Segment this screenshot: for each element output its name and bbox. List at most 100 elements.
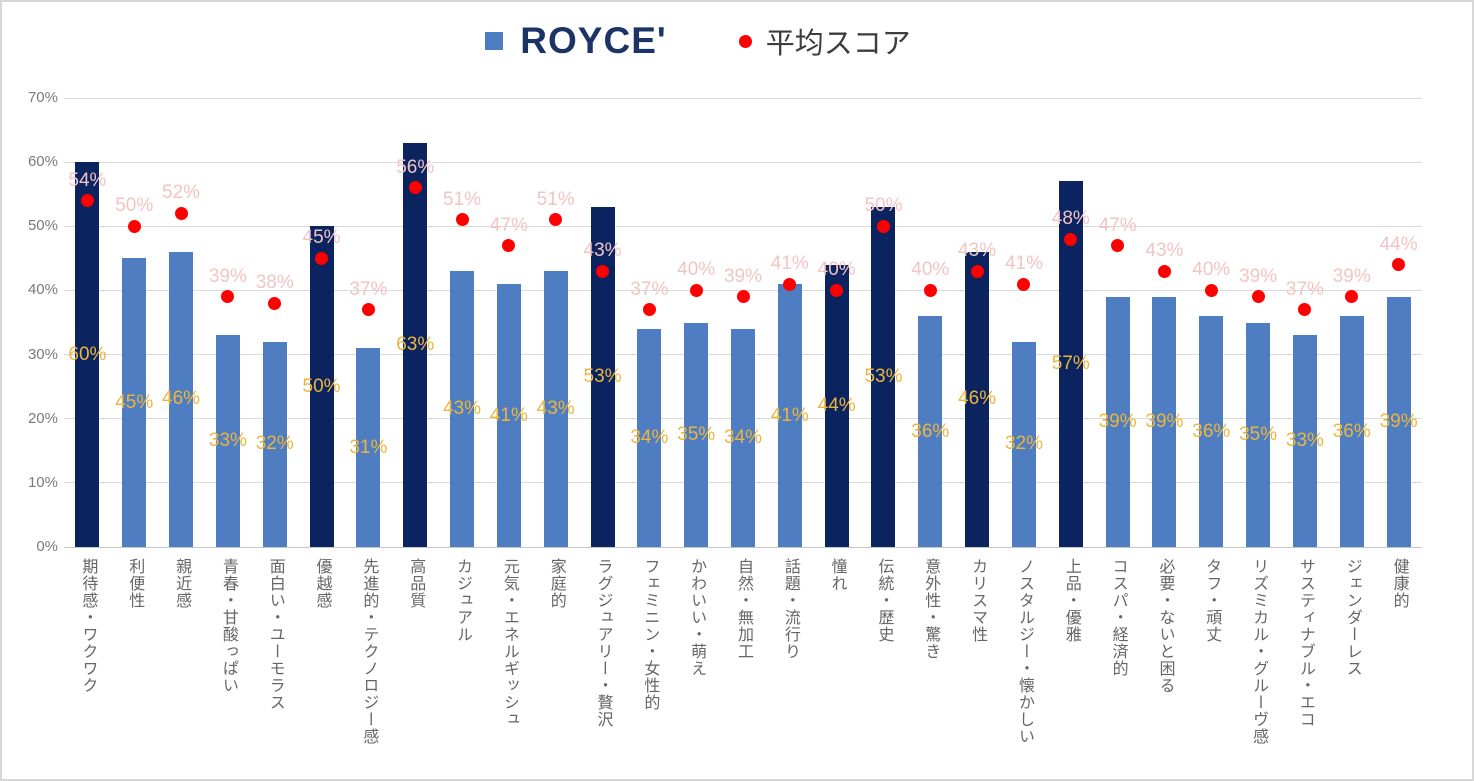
bar-value-label: 32% — [255, 433, 294, 455]
bar — [777, 284, 802, 547]
average-value-label: 40% — [1192, 259, 1231, 281]
bar-value-label: 33% — [1285, 430, 1324, 452]
average-score-dot — [830, 283, 844, 297]
bar — [1246, 322, 1271, 547]
category-label: 優越感 — [313, 558, 331, 609]
category-label: 話題・流行り — [781, 558, 799, 660]
bar — [1386, 296, 1411, 547]
average-value-label: 43% — [1145, 240, 1184, 262]
bar — [731, 328, 755, 547]
y-axis-label: 40% — [27, 281, 58, 299]
average-value-label: 41% — [1004, 253, 1043, 274]
bar-value-label: 53% — [864, 366, 903, 388]
bar-value-label: 39% — [1145, 410, 1184, 432]
average-value-label: 37% — [630, 278, 669, 300]
average-value-label: 51% — [536, 188, 575, 210]
average-score-dot — [970, 264, 984, 278]
average-value-label: 39% — [1239, 265, 1278, 287]
category-label: ノスタルジー・懐かしい — [1015, 558, 1033, 745]
average-value-label: 39% — [723, 265, 763, 287]
average-value-label: 39% — [208, 265, 247, 287]
category-label: 健康的 — [1390, 558, 1408, 609]
average-score-label: 平均スコア — [765, 28, 911, 60]
y-axis-label: 30% — [27, 345, 58, 363]
bar-value-label: 36% — [1332, 420, 1371, 442]
bar — [1152, 296, 1177, 547]
category-label: ラグジュアリー・贅沢 — [594, 558, 612, 728]
average-value-label: 54% — [68, 169, 107, 191]
average-score-dot — [596, 264, 610, 278]
average-value-label: 40% — [677, 259, 716, 281]
bar — [356, 348, 381, 547]
gridline — [64, 161, 1422, 163]
category-label: 面白い・ユーモラス — [266, 558, 284, 711]
bar — [450, 271, 475, 547]
y-axis-label: 70% — [27, 89, 58, 106]
bar — [496, 284, 521, 547]
legend-item-royce: ROYCE' — [485, 20, 666, 62]
category-label: かわいい・萌え — [688, 558, 706, 677]
average-value-label: 52% — [162, 182, 201, 204]
average-value-label: 45% — [302, 227, 341, 249]
gridline — [64, 546, 1422, 548]
bar-value-label: 31% — [349, 436, 388, 458]
bar — [1105, 296, 1130, 547]
y-axis-label: 50% — [27, 217, 58, 235]
average-score-dot — [1157, 264, 1171, 278]
legend-item-average-score: 平均スコア — [738, 20, 911, 62]
average-score-dot-icon — [738, 34, 752, 48]
bar — [1292, 335, 1317, 547]
average-score-dot — [80, 194, 94, 208]
category-label: フェミニン・女性的 — [641, 558, 659, 711]
average-value-label: 48% — [1051, 208, 1090, 230]
average-score-dot — [127, 219, 141, 233]
average-value-label: 39% — [1332, 265, 1371, 287]
y-axis-label: 20% — [27, 409, 58, 427]
category-label: 必要・ないと困る — [1156, 558, 1174, 694]
average-value-label: 37% — [1285, 278, 1324, 300]
average-score-dot — [408, 181, 422, 195]
gridline — [64, 97, 1422, 99]
category-label: 自然・無加工 — [735, 558, 752, 660]
category-label: 親近感 — [173, 558, 191, 609]
average-value-label: 47% — [1098, 214, 1137, 236]
average-score-dot — [361, 303, 375, 317]
bar-value-label: 39% — [1098, 410, 1137, 432]
bar-value-label: 43% — [443, 398, 482, 420]
bar-value-label: 60% — [68, 343, 107, 365]
average-score-dot — [268, 296, 282, 310]
average-score-dot — [1204, 283, 1218, 297]
bar — [1339, 316, 1364, 547]
bar-value-label: 35% — [1239, 423, 1278, 445]
average-score-dot — [1111, 239, 1125, 253]
chart-legend: ROYCE' 平均スコア — [2, 20, 1394, 62]
average-score-dot — [1251, 290, 1265, 304]
category-label: 青春・甘酸っぱい — [219, 558, 237, 694]
average-value-label: 41% — [770, 253, 809, 274]
y-axis-label: 60% — [27, 153, 58, 171]
bar-value-label: 46% — [958, 388, 997, 410]
bar — [1199, 316, 1224, 547]
category-label: ジェンダーレス — [1343, 558, 1361, 677]
bar-value-label: 53% — [583, 366, 622, 388]
average-score-dot — [1298, 303, 1312, 317]
category-label: 先進的・テクノロジー感 — [360, 558, 378, 745]
category-label: リズミカル・グルーヴ感 — [1250, 558, 1268, 745]
average-value-label: 37% — [349, 278, 388, 300]
bar-value-label: 57% — [1051, 353, 1090, 375]
average-score-dot — [1392, 258, 1406, 272]
category-label: 利便性 — [126, 558, 144, 609]
category-label: 意外性・驚き — [922, 558, 940, 660]
category-label: 期待感・ワクワク — [79, 558, 97, 694]
bar — [918, 316, 943, 547]
bar-value-label: 36% — [911, 420, 950, 442]
bar-value-label: 41% — [770, 404, 809, 426]
average-score-dot — [549, 213, 563, 227]
average-score-dot — [1345, 290, 1359, 304]
bar-value-label: 34% — [630, 426, 669, 448]
average-value-label: 43% — [583, 240, 622, 262]
average-score-dot — [642, 303, 656, 317]
category-label: カジュアル — [454, 558, 472, 643]
average-score-dot — [783, 277, 797, 291]
